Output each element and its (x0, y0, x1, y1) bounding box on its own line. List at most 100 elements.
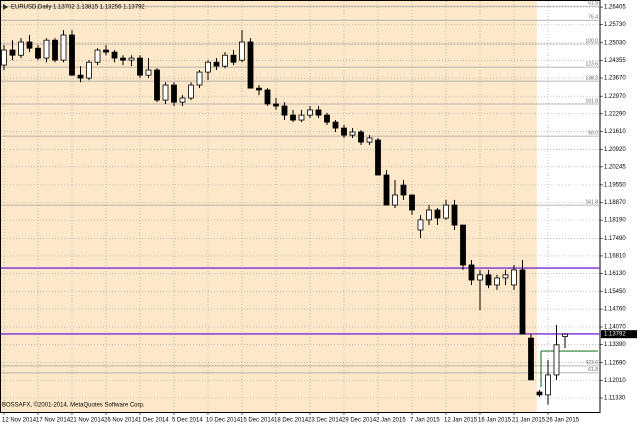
footer: BOSSAFX, ©2001-2014, MetaQuotes Software… (2, 402, 145, 409)
y-tick-label: 1.23670 (604, 76, 626, 82)
x-tick-label: 7 Jan 2015 (410, 418, 440, 424)
candle-body (137, 57, 143, 76)
candle-body (528, 337, 534, 381)
candle-body (69, 34, 75, 76)
candle-body (545, 374, 551, 396)
fib-label: 76.4 (588, 15, 598, 21)
fib-label: 61.8 (588, 367, 598, 373)
candle-body (230, 54, 237, 63)
y-tick-label: 1.14760 (604, 307, 626, 313)
fib-label: 161.8 (585, 98, 598, 104)
candle-body (205, 61, 211, 73)
candle-body (349, 131, 356, 136)
x-tick-label: 17 Nov 2014 (36, 418, 71, 424)
fib-label: 161.8 (585, 199, 598, 205)
candle-body (213, 61, 220, 67)
candle-body (264, 89, 271, 105)
candle-body (247, 41, 254, 89)
candle-body (307, 109, 313, 116)
y-tick-label: 1.21610 (604, 129, 626, 135)
candle-body (196, 71, 203, 86)
fib-label: 50.0 (588, 130, 598, 136)
candle-body (536, 391, 543, 396)
y-tick-label: 1.22290 (604, 111, 626, 117)
candle-body (120, 57, 126, 61)
candle-body (383, 174, 390, 206)
candle-body (485, 274, 492, 286)
candle-body (1, 49, 7, 66)
candle-body (103, 49, 109, 53)
candle-body (35, 47, 41, 59)
fib-label: 138.2 (585, 75, 598, 81)
candle-body (417, 219, 424, 231)
candle-body (460, 224, 466, 266)
candle-body (94, 49, 101, 63)
y-tick-label: 1.20920 (604, 147, 626, 153)
candle-body (171, 84, 177, 103)
chart-title: EURUSD,Daily 1.13702 1.13815 1.13256 1.1… (11, 5, 145, 11)
candle-body (341, 127, 347, 136)
candle-body (162, 84, 169, 101)
candle-body (511, 269, 517, 286)
candle-body (366, 137, 373, 143)
candle-body (145, 69, 152, 76)
x-tick-label: 10 Dec 2014 (206, 418, 241, 424)
fib-label: 100.0 (585, 38, 598, 44)
candle-body (18, 41, 24, 56)
y-tick-label: 1.12010 (604, 378, 626, 384)
x-tick-label: 26 Nov 2014 (104, 418, 139, 424)
candle-body (281, 105, 288, 116)
y-tick-label: 1.24355 (604, 58, 626, 64)
candle-body (468, 264, 475, 281)
candle-body (26, 41, 33, 49)
x-tick-label: 26 Jan 2015 (546, 418, 580, 424)
y-tick-label: 1.25030 (604, 40, 626, 46)
candle-body (188, 84, 194, 99)
candle-body (9, 49, 16, 56)
y-tick-label: 1.22970 (604, 94, 626, 100)
candle-body (434, 209, 441, 219)
candle-body (502, 274, 509, 279)
fib-label: 61.8 (588, 1, 598, 7)
candle-body (179, 97, 186, 103)
candle-body (315, 109, 322, 116)
x-tick-label: 1 Dec 2014 (138, 418, 169, 424)
x-tick-label: 21 Jan 2015 (512, 418, 546, 424)
candle-body (451, 204, 458, 226)
candle-body (77, 74, 84, 79)
current-price-label: 1.13792 (604, 332, 626, 338)
candle-body (332, 121, 339, 129)
candle-body (43, 39, 50, 59)
y-tick-label: 1.14070 (604, 325, 626, 331)
candle-body (290, 114, 296, 121)
fib-label: 123.6 (585, 61, 598, 67)
y-tick-label: 1.26405 (604, 5, 626, 11)
candle-body (443, 204, 449, 219)
x-tick-label: 21 Nov 2014 (70, 418, 105, 424)
y-tick-label: 1.12690 (604, 360, 626, 366)
candle-body (400, 184, 407, 196)
x-tick-label: 15 Dec 2014 (240, 418, 275, 424)
y-tick-label: 1.19550 (604, 182, 626, 188)
y-tick-label: 1.16810 (604, 253, 626, 259)
candle-body (52, 39, 58, 61)
candle-body (553, 344, 560, 376)
x-tick-label: 12 Jan 2015 (444, 418, 478, 424)
candle-body (392, 194, 398, 206)
candle-body (519, 269, 526, 335)
candle-body (426, 209, 432, 221)
y-tick-label: 1.20245 (604, 164, 626, 170)
price-label-box (601, 330, 637, 339)
candle-body (128, 57, 135, 61)
candle-body (358, 131, 364, 143)
candle-body (256, 87, 262, 91)
x-tick-label: 16 Jan 2015 (478, 418, 512, 424)
candle-body (477, 274, 483, 281)
y-tick-label: 1.11330 (604, 396, 626, 402)
x-tick-label: 23 Dec 2014 (308, 418, 343, 424)
y-tick-label: 1.15450 (604, 289, 626, 295)
candle-body (298, 114, 305, 121)
y-tick-label: 1.18190 (604, 218, 626, 224)
candle-body (324, 114, 330, 123)
